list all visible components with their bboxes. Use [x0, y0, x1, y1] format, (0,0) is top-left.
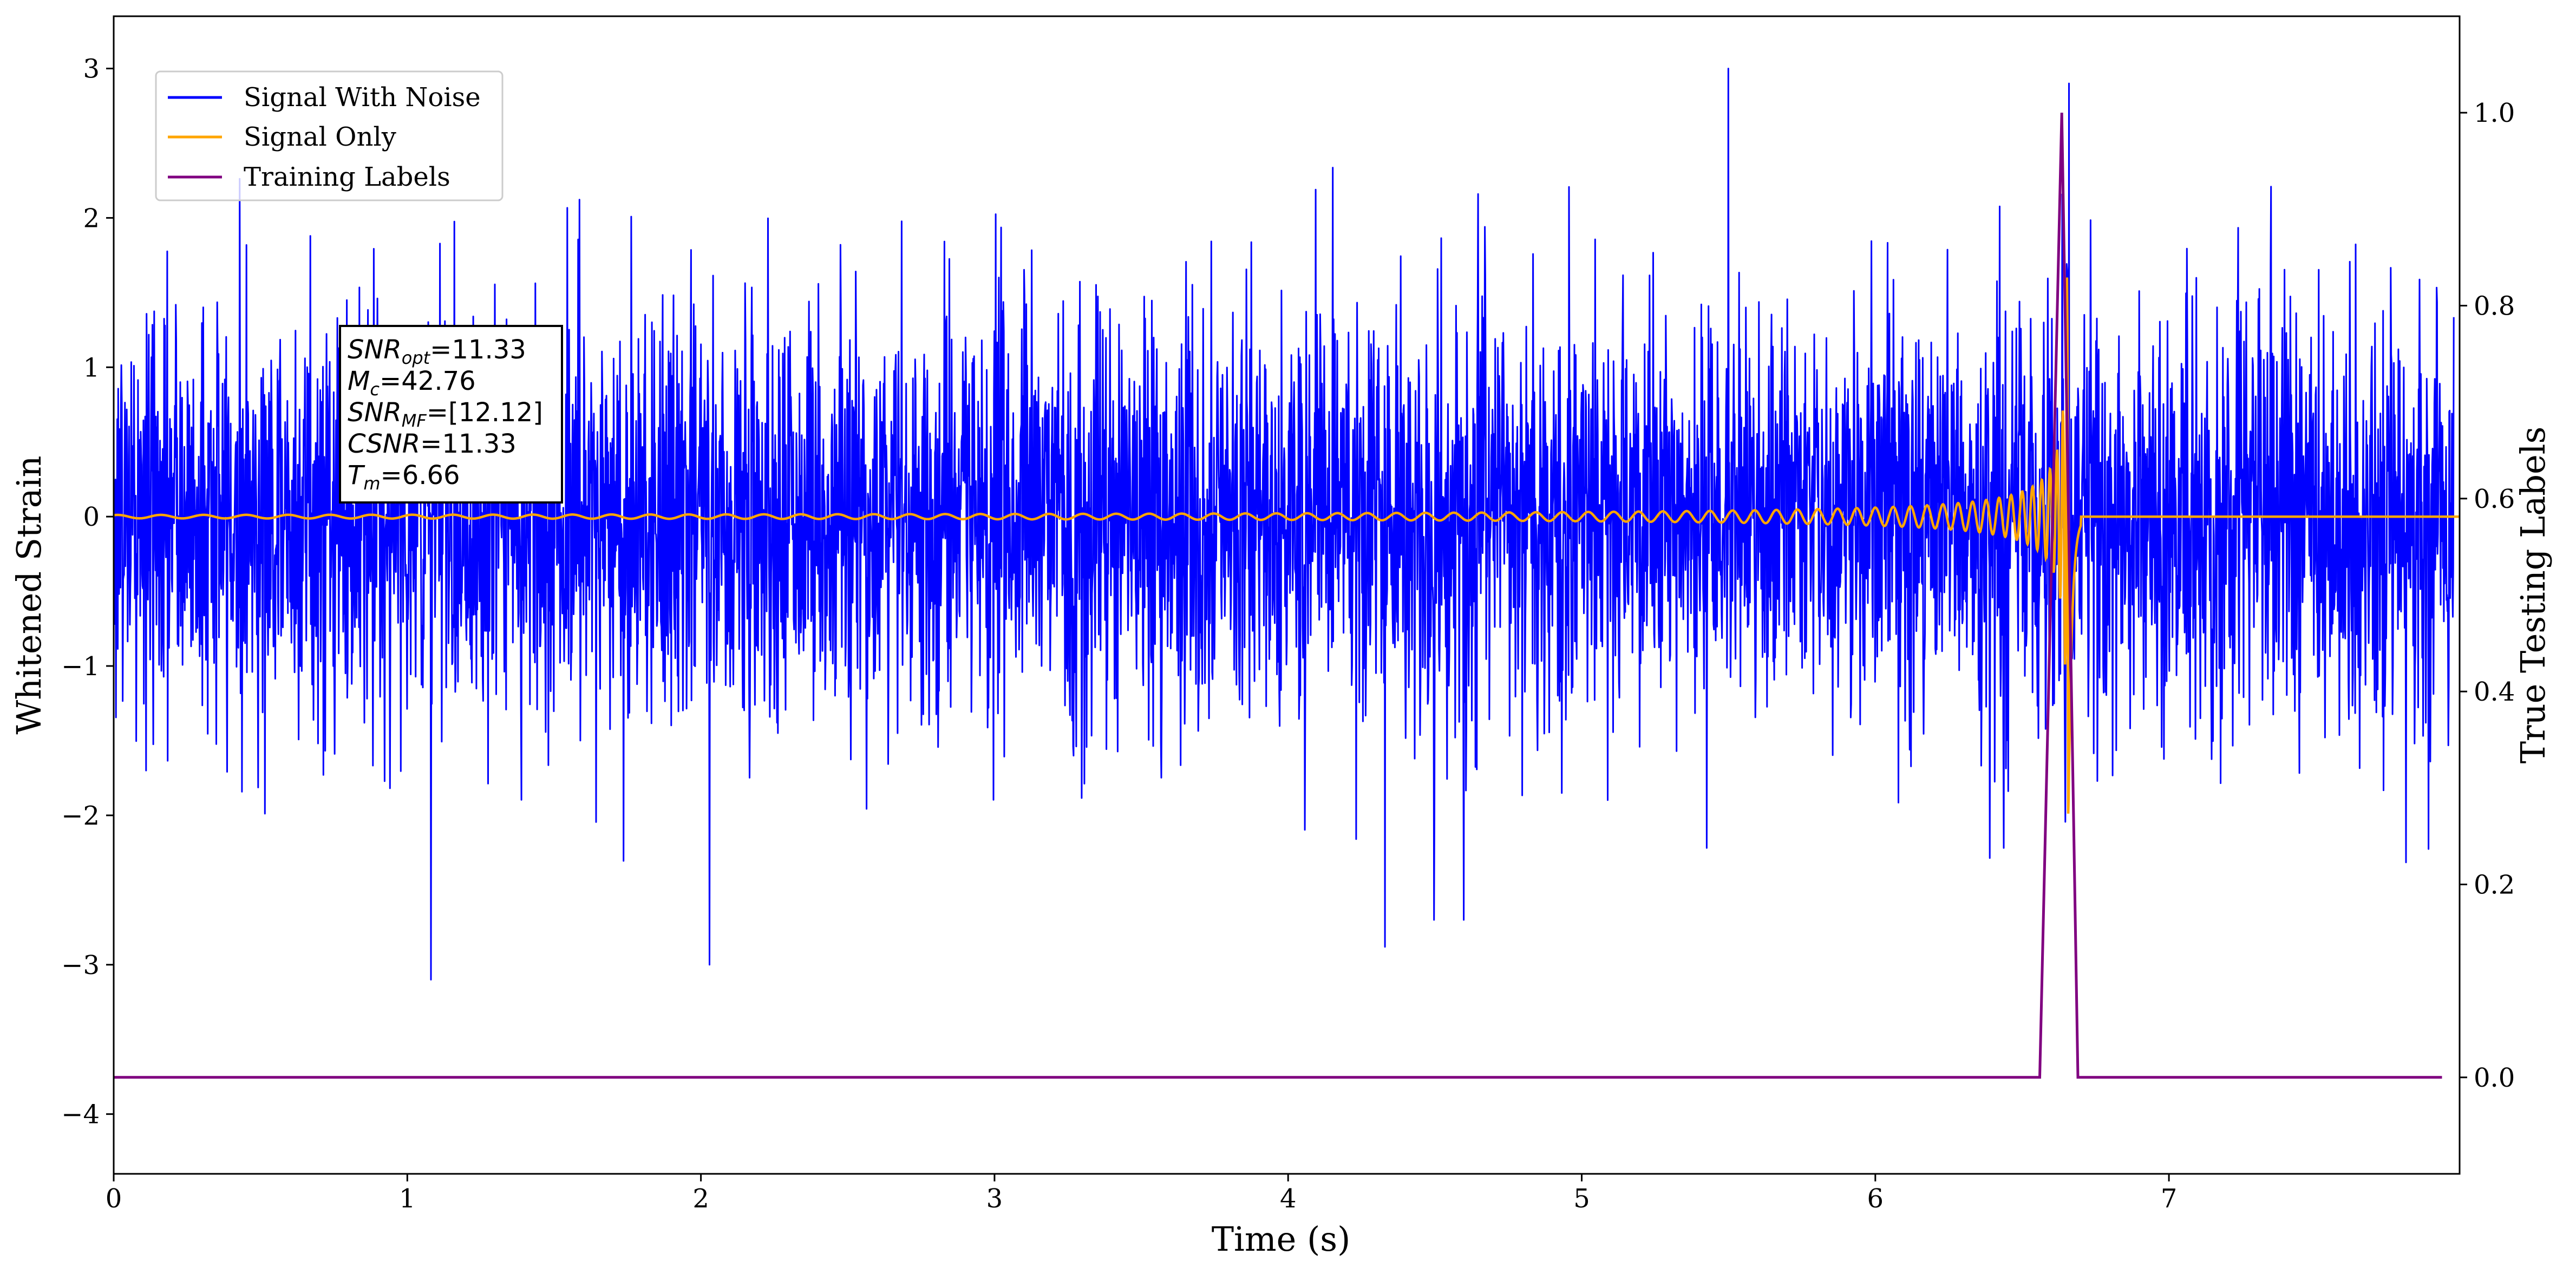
annotation-line: SNRMF=[12.12] — [348, 397, 543, 431]
y-tick-label: 1 — [83, 352, 100, 383]
annotation-line: Mc=42.76 — [348, 366, 476, 400]
y2-tick-label: 1.0 — [2474, 98, 2515, 128]
legend-label-signal-with-noise: Signal With Noise — [244, 82, 481, 113]
x-tick-label: 3 — [986, 1184, 1003, 1214]
axis-ticks: 0 1 2 3 4 5 6 7 3 2 1 0 −1 −2 −3 −4 1.0 0.8 0.6 0.4 0.2 0.0 — [61, 54, 2515, 1214]
annotation-line: SNRopt=11.33 — [348, 335, 526, 368]
annotation-box: SNRopt=11.33Mc=42.76SNRMF=[12.12]CSNR=11… — [339, 325, 563, 504]
y-tick-label: −1 — [61, 651, 100, 682]
y-tick-label: 3 — [83, 54, 100, 84]
y-tick-label: −3 — [61, 950, 100, 981]
x-tick-label: 1 — [399, 1184, 416, 1214]
legend-label-training-labels: Training Labels — [244, 162, 450, 192]
y2-tick-label: 0.4 — [2474, 677, 2515, 707]
series-training-labels — [114, 113, 2442, 1079]
annotation-line: CSNR=11.33 — [348, 429, 516, 459]
x-tick-label: 7 — [2161, 1184, 2178, 1214]
legend-label-signal-only: Signal Only — [244, 122, 396, 152]
y2-tick-label: 0.0 — [2474, 1063, 2515, 1093]
y-tick-label: −2 — [61, 801, 100, 831]
x-tick-label: 0 — [106, 1184, 122, 1214]
legend-box — [155, 70, 504, 201]
y2-tick-label: 0.2 — [2474, 870, 2515, 900]
annotation-line: Tm=6.66 — [348, 460, 460, 494]
y-axis-title: Whitened Strain — [9, 456, 49, 735]
x-tick-label: 2 — [692, 1184, 709, 1214]
x-tick-label: 6 — [1867, 1184, 1884, 1214]
x-tick-label: 5 — [1573, 1184, 1590, 1214]
y2-axis-title: True Testing Labels — [2513, 427, 2553, 764]
y2-tick-label: 0.6 — [2474, 484, 2515, 514]
annotation-frame — [339, 325, 563, 504]
y-tick-label: 2 — [83, 203, 100, 233]
y2-tick-label: 0.8 — [2474, 291, 2515, 322]
y-tick-label: −4 — [61, 1100, 100, 1130]
x-axis-title: Time (s) — [1212, 1219, 1351, 1259]
series-signal-only — [114, 277, 2460, 814]
plot-frame — [113, 15, 2461, 1175]
legend: Signal With Noise Signal Only Training L… — [155, 70, 504, 201]
x-tick-label: 4 — [1280, 1184, 1297, 1214]
y-tick-label: 0 — [83, 502, 100, 532]
plot-series-layer — [114, 68, 2460, 1079]
